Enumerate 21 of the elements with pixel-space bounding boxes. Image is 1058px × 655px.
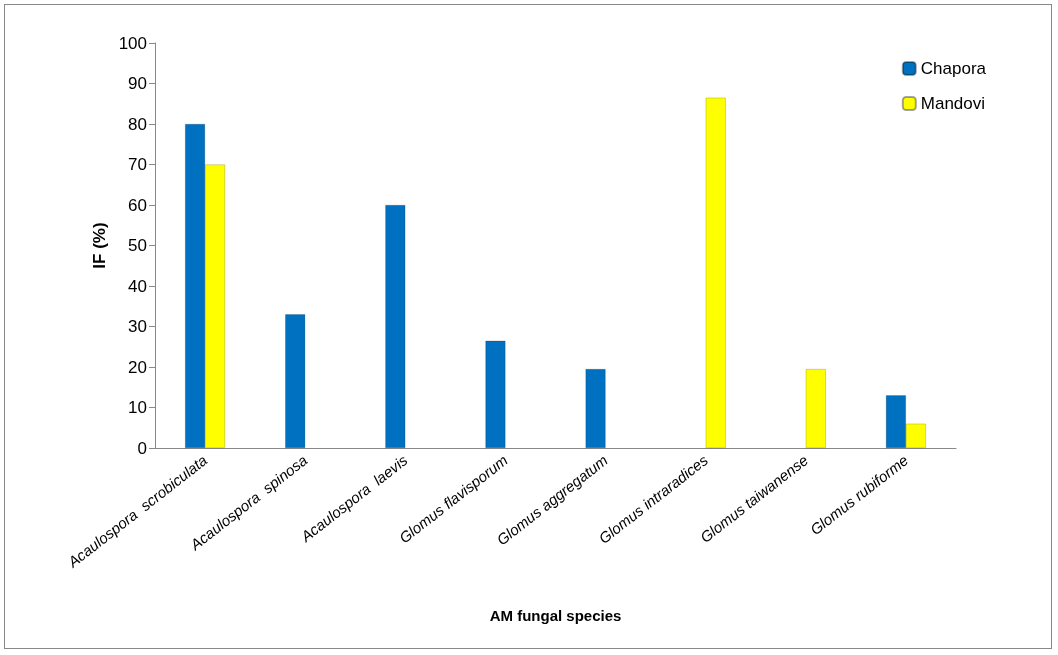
y-tick-label: 80 [128, 114, 147, 134]
bar [385, 205, 406, 448]
y-tick-label: 70 [128, 155, 147, 174]
y-tick-label: 60 [128, 195, 147, 215]
y-axis-title: IF (%) [89, 222, 109, 269]
y-tick-label: 40 [128, 276, 147, 296]
y-tick-label: 50 [128, 236, 147, 255]
bar [585, 369, 606, 448]
y-tick-label: 20 [128, 357, 147, 377]
bar [805, 369, 826, 448]
bar [285, 314, 306, 448]
y-tick-label: 10 [128, 398, 147, 417]
legend-label: Chapora [920, 59, 987, 78]
y-tick-label: 0 [137, 438, 147, 458]
x-axis-title: AM fungal species [489, 607, 622, 624]
bar [485, 340, 506, 448]
y-tick-label: 100 [118, 33, 147, 53]
y-tick-label: 30 [128, 317, 147, 336]
legend-label: Mandovi [920, 94, 986, 113]
y-tick-label: 90 [128, 74, 147, 93]
bar [705, 97, 726, 448]
